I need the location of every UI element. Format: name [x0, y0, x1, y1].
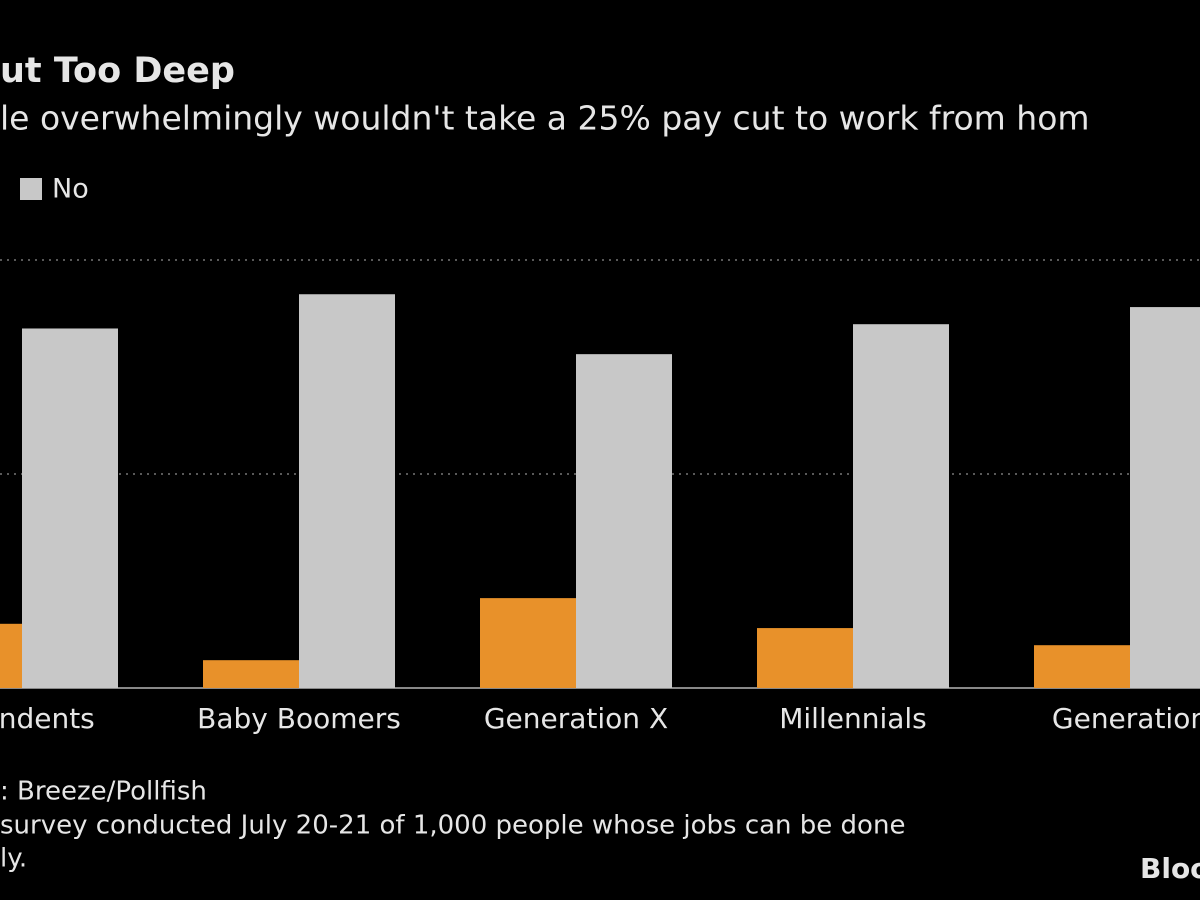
note: ly. [0, 844, 27, 874]
bar [576, 354, 672, 688]
source: : Breeze/Pollfish [0, 777, 207, 807]
bar [22, 328, 118, 688]
bar [1034, 645, 1130, 688]
bar [757, 628, 853, 688]
x-tick-label: Millennials [779, 702, 927, 735]
bar [480, 598, 576, 688]
legend-label: No [52, 174, 89, 205]
note: survey conducted July 20-21 of 1,000 peo… [0, 811, 905, 841]
bar [299, 294, 395, 688]
brand: Bloo [1140, 852, 1200, 885]
chart-title: ut Too Deep [0, 51, 235, 91]
legend-swatch [20, 178, 42, 200]
x-tick-label: spondents [0, 702, 95, 735]
x-tick-label: Generation [1052, 702, 1200, 735]
bar [203, 660, 299, 688]
bar [0, 623, 22, 688]
x-tick-label: Baby Boomers [197, 702, 401, 735]
bar [853, 324, 949, 688]
x-tick-label: Generation X [484, 702, 668, 735]
bar [1130, 307, 1200, 688]
chart-subtitle: le overwhelmingly wouldn't take a 25% pa… [0, 99, 1090, 138]
